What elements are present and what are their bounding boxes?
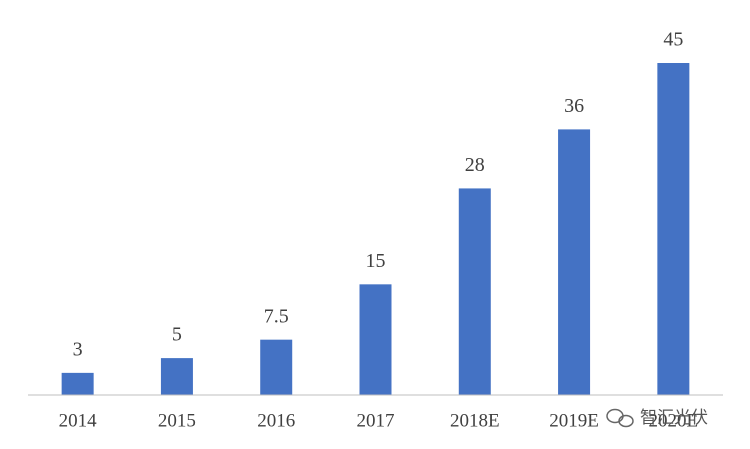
x-tick-label: 2018E: [450, 410, 500, 431]
value-label: 45: [663, 29, 683, 51]
bar: [61, 372, 94, 395]
bar: [458, 188, 491, 395]
watermark-icon: [606, 408, 634, 428]
value-label: 28: [465, 154, 485, 176]
bar: [160, 358, 193, 395]
bar: [260, 339, 293, 395]
x-tick-label: 2014: [59, 410, 98, 431]
value-label: 36: [564, 95, 584, 117]
bar: [359, 284, 392, 395]
x-tick-label: 2019E: [549, 410, 599, 431]
value-label: 3: [73, 338, 83, 360]
watermark: 智汇光伏: [640, 408, 708, 428]
value-label: 15: [366, 250, 386, 272]
x-tick-label: 2016: [257, 410, 295, 431]
x-tick-label: 2020E: [649, 410, 699, 431]
value-label: 5: [172, 324, 182, 346]
bar: [657, 63, 690, 395]
x-tick-label: 2015: [158, 410, 196, 431]
x-tick-label: 2017: [357, 410, 395, 431]
value-label: 7.5: [264, 305, 289, 327]
bar: [558, 129, 591, 395]
